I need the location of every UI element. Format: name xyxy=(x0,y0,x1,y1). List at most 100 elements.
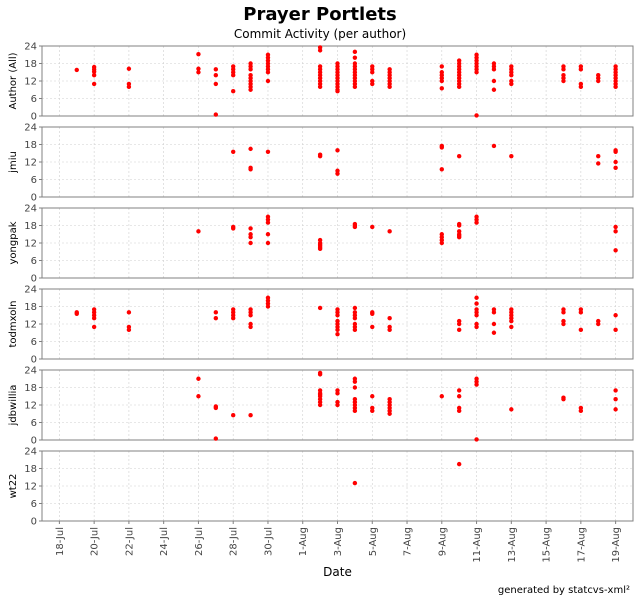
data-point xyxy=(248,87,253,92)
data-point xyxy=(578,84,584,90)
data-point xyxy=(491,330,497,335)
data-point xyxy=(561,310,566,315)
y-tick-label: 18 xyxy=(24,383,37,394)
data-point xyxy=(578,408,584,414)
data-point xyxy=(491,310,497,315)
chart-subtitle: Commit Activity (per author) xyxy=(233,27,407,41)
y-tick-label: 24 xyxy=(24,285,37,296)
data-point xyxy=(456,84,462,90)
y-tick-label: 12 xyxy=(24,401,37,412)
data-point xyxy=(509,81,514,87)
series-label: yongpak xyxy=(8,221,19,264)
series-label: jdbwillia xyxy=(8,385,19,427)
data-point xyxy=(317,305,323,311)
series-label: wt22 xyxy=(8,474,19,499)
data-point xyxy=(74,67,79,73)
data-point xyxy=(352,305,358,311)
data-point xyxy=(509,153,514,159)
data-point xyxy=(265,240,271,246)
x-tick-label: 28-Jul xyxy=(229,527,240,556)
data-point xyxy=(352,224,358,230)
data-point xyxy=(456,234,462,240)
y-tick-label: 24 xyxy=(24,366,37,377)
data-point xyxy=(456,394,462,399)
data-point xyxy=(126,327,132,333)
data-point xyxy=(126,310,132,315)
data-point xyxy=(491,87,497,92)
data-point xyxy=(352,327,358,333)
y-tick-label: 6 xyxy=(31,256,37,267)
y-tick-label: 6 xyxy=(31,337,37,348)
data-point xyxy=(474,301,479,306)
data-point xyxy=(91,315,97,321)
data-point xyxy=(213,112,219,117)
data-point xyxy=(596,161,601,166)
y-tick-label: 6 xyxy=(31,175,37,186)
data-point xyxy=(474,113,479,118)
data-point xyxy=(613,407,618,412)
y-tick-label: 18 xyxy=(24,59,37,70)
y-tick-label: 12 xyxy=(24,320,37,331)
series-label: todmxoln xyxy=(8,301,19,348)
data-point xyxy=(561,78,566,84)
data-point xyxy=(335,391,340,396)
y-tick-label: 0 xyxy=(31,355,37,366)
y-tick-label: 0 xyxy=(31,517,37,528)
data-point xyxy=(213,72,219,78)
data-point xyxy=(248,226,253,231)
data-point xyxy=(578,67,584,72)
data-point xyxy=(335,89,340,94)
x-tick-label: 30-Jul xyxy=(263,527,274,556)
data-point xyxy=(439,64,444,69)
data-point xyxy=(196,229,201,234)
data-point xyxy=(91,81,97,87)
y-tick-label: 18 xyxy=(24,464,37,475)
footer-note: generated by statcvs-xml² xyxy=(497,585,630,596)
y-tick-label: 12 xyxy=(24,482,37,493)
data-point xyxy=(352,84,358,90)
data-point xyxy=(196,394,201,399)
data-point xyxy=(317,84,323,90)
data-point xyxy=(439,167,444,172)
x-tick-label: 9-Aug xyxy=(437,527,448,556)
data-point xyxy=(613,388,618,393)
y-tick-label: 6 xyxy=(31,499,37,510)
y-tick-label: 24 xyxy=(24,204,37,215)
data-point xyxy=(335,171,340,176)
data-point xyxy=(196,376,201,381)
x-tick-label: 19-Aug xyxy=(611,527,622,563)
data-point xyxy=(387,411,392,416)
y-tick-label: 18 xyxy=(24,140,37,151)
data-point xyxy=(456,461,462,467)
y-tick-label: 0 xyxy=(31,274,37,285)
data-point xyxy=(474,437,479,442)
data-point xyxy=(317,246,323,252)
x-tick-label: 1-Aug xyxy=(298,527,309,556)
y-tick-label: 12 xyxy=(24,158,37,169)
data-point xyxy=(596,321,601,327)
data-point xyxy=(196,66,201,71)
y-tick-label: 0 xyxy=(31,112,37,123)
y-tick-label: 24 xyxy=(24,42,37,53)
data-point xyxy=(456,388,462,393)
data-point xyxy=(317,153,323,159)
panel-author-all-: 0 6 12 18 24 Author (All) xyxy=(8,42,634,123)
data-point xyxy=(474,313,479,318)
x-axis-title: Date xyxy=(323,565,352,579)
data-point xyxy=(335,148,340,153)
data-point xyxy=(439,145,444,150)
chart-title: Prayer Portlets xyxy=(243,4,397,25)
data-point xyxy=(265,78,271,84)
data-point xyxy=(213,436,219,441)
y-tick-label: 12 xyxy=(24,77,37,88)
data-point xyxy=(352,408,358,414)
y-tick-label: 18 xyxy=(24,302,37,313)
data-point xyxy=(352,315,358,321)
y-tick-label: 24 xyxy=(24,123,37,134)
y-tick-label: 12 xyxy=(24,239,37,250)
data-point xyxy=(352,385,358,390)
data-point xyxy=(231,149,236,154)
data-point xyxy=(613,165,618,171)
data-point xyxy=(213,405,219,411)
